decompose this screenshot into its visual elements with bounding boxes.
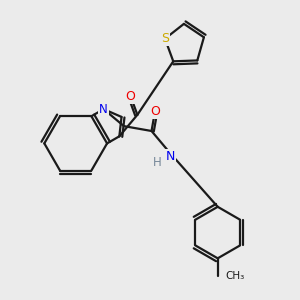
Text: H: H [153,156,161,169]
Text: O: O [126,90,136,103]
Text: CH₃: CH₃ [225,272,244,281]
Text: S: S [161,32,169,45]
Text: N: N [166,150,175,163]
Text: O: O [150,105,160,118]
Text: N: N [99,103,108,116]
